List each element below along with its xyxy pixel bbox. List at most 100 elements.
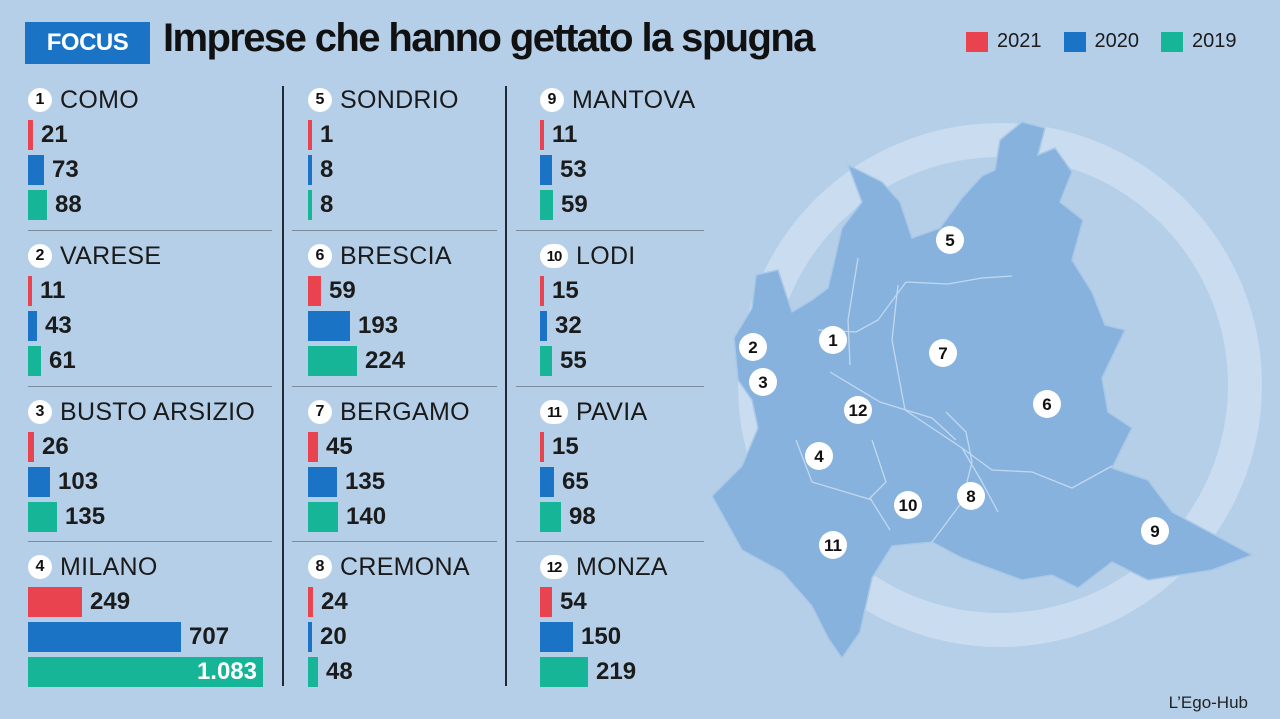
row-separator <box>292 230 497 231</box>
map-marker-circle <box>936 226 964 254</box>
bar-value-label: 54 <box>560 588 587 615</box>
province-name: MANTOVA <box>572 85 696 114</box>
map-marker-11: 11 <box>819 531 847 559</box>
bar-row-2019: 219 <box>540 657 636 687</box>
source-credit: L’Ego-Hub <box>1168 693 1248 712</box>
bar-2021 <box>308 120 312 150</box>
bar-value-label: 21 <box>41 121 68 148</box>
bar-row-2021: 249 <box>28 587 130 617</box>
bar-value-label: 45 <box>326 433 353 460</box>
row-separator <box>516 230 704 231</box>
bar-value-label: 65 <box>562 468 589 495</box>
map-marker-12: 12 <box>844 396 872 424</box>
province-name: MONZA <box>576 552 668 581</box>
bar-value-label: 249 <box>90 588 131 615</box>
bar-2021 <box>28 432 34 462</box>
bar-row-2019: 140 <box>308 502 386 532</box>
map-marker-label: 3 <box>758 373 767 392</box>
bar-2019 <box>28 190 47 220</box>
bar-value-label: 150 <box>581 623 622 650</box>
bar-row-2019: 135 <box>28 502 105 532</box>
bar-row-2021: 24 <box>308 587 348 617</box>
bar-2021 <box>540 276 544 306</box>
bar-row-2021: 11 <box>540 120 577 150</box>
bar-2019 <box>308 502 338 532</box>
province-number-badge: 2 <box>28 244 52 268</box>
province-header: 1 COMO <box>28 86 139 114</box>
bar-2020 <box>28 622 181 652</box>
map-marker-circle <box>1141 517 1169 545</box>
bar-2020 <box>308 155 312 185</box>
map-marker-circle <box>819 531 847 559</box>
map-marker-circle <box>1033 390 1061 418</box>
province-number-badge: 12 <box>540 555 568 579</box>
bar-value-label: 11 <box>40 277 66 304</box>
province-name: VARESE <box>60 241 162 270</box>
province-header: 7 BERGAMO <box>308 398 470 426</box>
bar-2019 <box>308 346 357 376</box>
map-marker-circle <box>844 396 872 424</box>
province-name: CREMONA <box>340 552 470 581</box>
legend-item-2020: 2020 <box>1063 30 1139 53</box>
map-marker-4: 4 <box>805 442 833 470</box>
province-header: 4 MILANO <box>28 553 158 581</box>
bar-2020 <box>28 155 44 185</box>
province-block-bergamo: 7 BERGAMO 45 135 140 <box>308 398 570 548</box>
province-header: 3 BUSTO ARSIZIO <box>28 398 255 426</box>
row-separator <box>516 541 704 542</box>
province-number-badge: 11 <box>540 400 568 424</box>
bar-2019 <box>308 190 312 220</box>
bar-2020 <box>540 467 554 497</box>
province-name: BUSTO ARSIZIO <box>60 397 256 426</box>
bar-value-label: 55 <box>560 347 587 374</box>
map-marker-circle <box>894 491 922 519</box>
bar-row-2021: 15 <box>540 276 579 306</box>
bar-value-label: 53 <box>560 156 587 183</box>
bar-2019 <box>308 657 318 687</box>
bar-2020 <box>540 311 547 341</box>
bar-2019 <box>540 346 552 376</box>
bar-row-2019: 48 <box>308 657 353 687</box>
province-number-badge: 10 <box>540 244 568 268</box>
bar-2021 <box>28 276 32 306</box>
bar-value-label: 219 <box>596 658 637 685</box>
province-block-brescia: 6 BRESCIA 59 193 224 <box>308 242 570 392</box>
bar-value-label: 26 <box>42 433 69 460</box>
map-marker-circle <box>819 326 847 354</box>
bar-2019 <box>28 502 57 532</box>
map-marker-label: 2 <box>748 338 757 357</box>
bar-row-2020: 707 <box>28 622 229 652</box>
bar-2020 <box>308 311 350 341</box>
province-name: BRESCIA <box>340 241 452 270</box>
legend-label-2019: 2019 <box>1192 30 1237 52</box>
province-header: 2 VARESE <box>28 242 161 270</box>
province-block-milano: 4 MILANO 249 707 1.083 <box>28 553 290 703</box>
province-header: 12 MONZA <box>540 553 668 581</box>
bar-2020 <box>308 622 312 652</box>
bar-value-label: 61 <box>49 347 76 374</box>
bar-value-label: 707 <box>189 623 230 650</box>
province-block-como: 1 COMO 21 73 88 <box>28 86 290 236</box>
bar-value-label: 32 <box>555 312 582 339</box>
row-separator <box>28 386 272 387</box>
bar-value-label: 193 <box>358 312 399 339</box>
province-block-pavia: 11 PAVIA 15 65 98 <box>540 398 802 548</box>
bar-row-2019: 224 <box>308 346 405 376</box>
bar-value-label: 43 <box>45 312 72 339</box>
bar-2020 <box>540 155 552 185</box>
bar-2021 <box>28 587 82 617</box>
page-title: Imprese che hanno gettato la spugna <box>163 16 815 60</box>
bar-2019: 1.083 <box>28 657 263 687</box>
bar-value-label: 59 <box>329 277 356 304</box>
province-block-cremona: 8 CREMONA 24 20 48 <box>308 553 570 703</box>
map-marker-6: 6 <box>1033 390 1061 418</box>
map-marker-label: 11 <box>824 536 842 555</box>
legend-swatch-2019 <box>1161 31 1183 52</box>
bar-row-2019: 88 <box>28 190 82 220</box>
province-name: BERGAMO <box>340 397 470 426</box>
bar-value-label: 135 <box>65 503 106 530</box>
bar-2019 <box>540 502 561 532</box>
bar-2021 <box>308 276 321 306</box>
map-marker-circle <box>739 333 767 361</box>
